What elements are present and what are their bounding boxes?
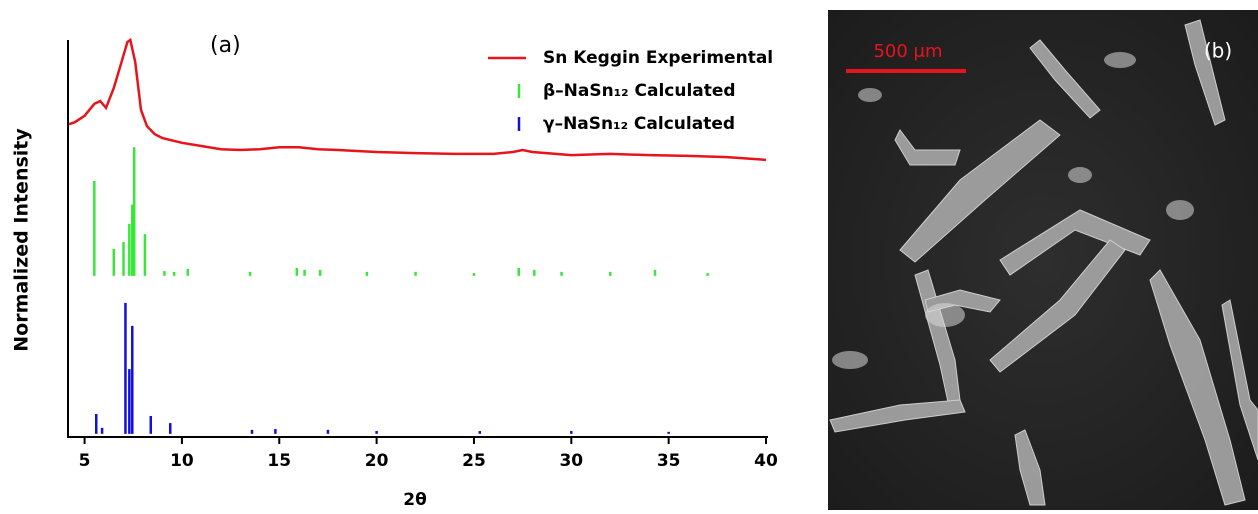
x-tick-label: 35 (657, 451, 681, 471)
x-tick-label: 5 (79, 451, 91, 471)
legend-label: β–NaSn₁₂ Calculated (543, 81, 736, 101)
legend-label: γ–NaSn₁₂ Calculated (543, 114, 735, 134)
data-line (68, 37, 767, 162)
scale-label: 500 μm (873, 41, 942, 62)
y-axis-label: Normalized Intensity (11, 128, 33, 352)
sem-image: 500 μm (b) (828, 10, 1258, 510)
x-tick-label: 30 (559, 451, 583, 471)
x-tick-label: 15 (267, 451, 291, 471)
x-axis-label: 2θ (403, 490, 427, 510)
x-tick-label: 10 (170, 451, 194, 471)
panel-label: (b) (1204, 39, 1232, 63)
panel-label: (a) (210, 33, 241, 58)
x-tick-label: 25 (462, 451, 486, 471)
legend-label: Sn Keggin Experimental (543, 48, 773, 68)
sem-background (828, 10, 1258, 510)
x-tick-label: 20 (365, 451, 389, 471)
x-tick-label: 40 (754, 451, 778, 471)
